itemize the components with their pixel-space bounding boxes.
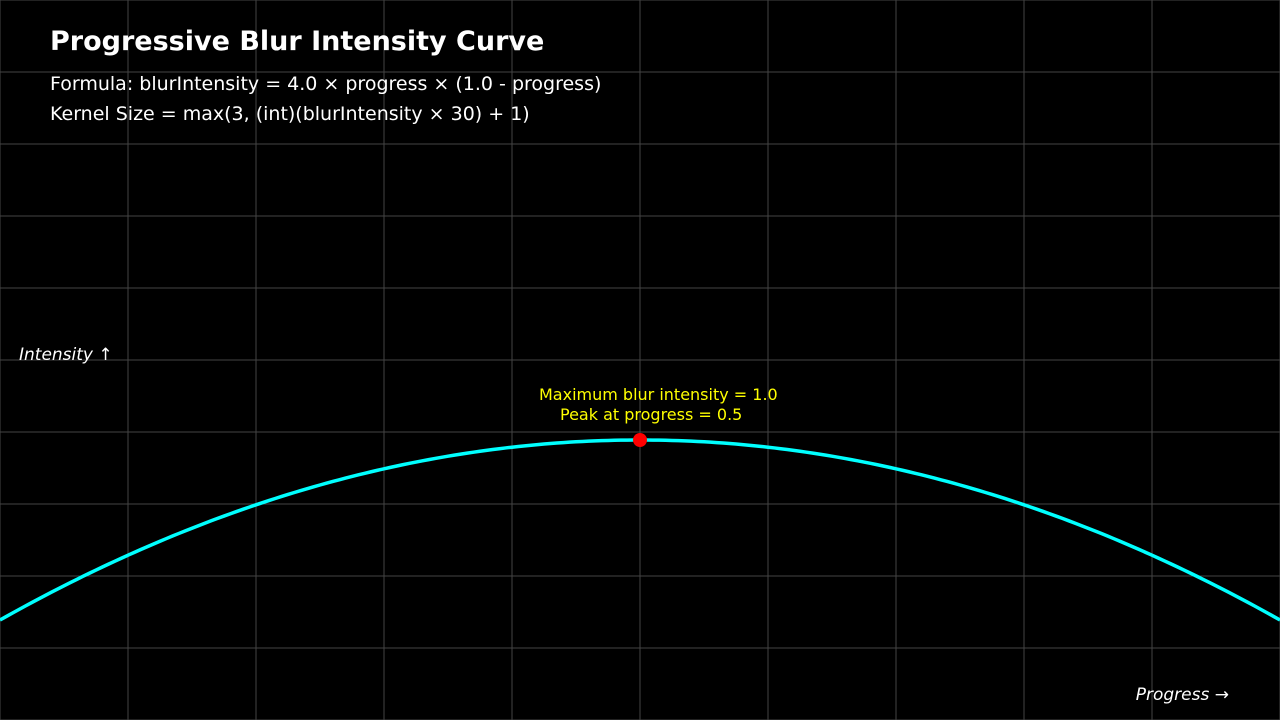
annotation-peak: Peak at progress = 0.5 [560,405,742,424]
x-axis-label: Progress → [1136,685,1229,705]
kernel-size-text: Kernel Size = max(3, (int)(blurIntensity… [50,103,530,125]
peak-point [633,433,647,447]
annotation-max-intensity: Maximum blur intensity = 1.0 [539,385,778,404]
chart-title: Progressive Blur Intensity Curve [50,26,544,57]
formula-text: Formula: blurIntensity = 4.0 × progress … [50,73,601,95]
y-axis-label: Intensity ↑ [19,345,113,365]
